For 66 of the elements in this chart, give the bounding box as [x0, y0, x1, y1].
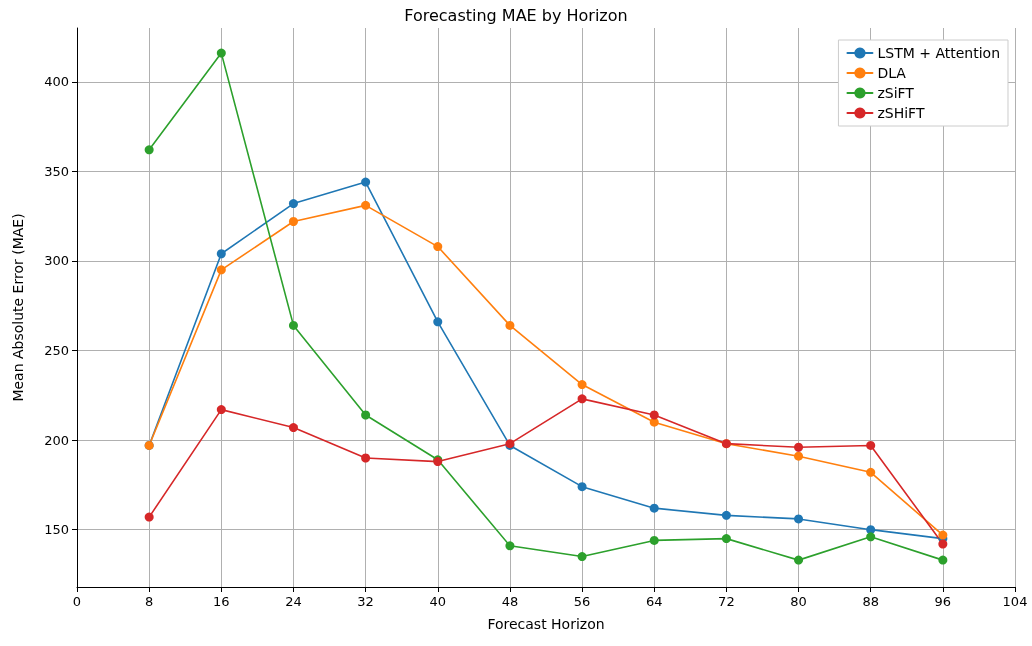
point [361, 410, 371, 420]
point [866, 532, 876, 542]
point [866, 525, 876, 535]
point [288, 217, 298, 226]
legend-label: zSiFT [877, 85, 915, 101]
point [144, 512, 154, 522]
x-tick-label: 88 [862, 594, 879, 609]
point [577, 394, 587, 404]
x-tick-label: 0 [72, 594, 82, 609]
x-tick-label: 16 [213, 594, 230, 609]
legend-label: DLA [877, 65, 907, 81]
x-tick-label: 104 [1002, 594, 1028, 609]
point [866, 467, 876, 477]
y-axis-title: Mean Absolute Error (MAE) [10, 213, 26, 402]
point [938, 539, 948, 549]
point [794, 451, 804, 461]
legend-label: LSTM + Attention [877, 45, 1000, 61]
point [866, 440, 876, 450]
x-tick-label: 8 [145, 594, 154, 609]
point [577, 380, 587, 390]
x-tick-label: 80 [790, 594, 807, 609]
point [433, 242, 443, 252]
x-tick-label: 48 [501, 594, 519, 609]
point [288, 423, 298, 433]
y-tick-label: 150 [44, 522, 69, 538]
y-tick-label: 250 [44, 343, 69, 358]
x-tick-label: 24 [285, 594, 302, 609]
x-tick-label: 64 [645, 594, 663, 609]
point [794, 555, 804, 565]
point [649, 535, 659, 545]
point [288, 320, 298, 330]
point [216, 249, 226, 259]
point [721, 534, 731, 544]
chart-title: Forecasting MAE by Horizon [404, 5, 628, 25]
legend-label: zSHiFT [877, 105, 925, 121]
point [577, 482, 587, 492]
point [216, 405, 226, 415]
point [216, 48, 226, 58]
point [577, 552, 587, 562]
point [505, 320, 515, 330]
point [288, 199, 298, 209]
point [144, 145, 154, 155]
point [649, 410, 659, 420]
point [938, 555, 948, 565]
x-tick-label: 72 [718, 594, 735, 609]
y-tick-label: 400 [44, 74, 69, 90]
point [505, 541, 515, 551]
point [361, 200, 371, 210]
y-tick-label: 300 [44, 253, 69, 269]
x-tick-label: 40 [429, 594, 447, 609]
point [938, 530, 948, 540]
point [721, 510, 731, 520]
point [649, 503, 659, 513]
point [433, 317, 443, 327]
point [361, 177, 371, 187]
x-tick-label: 32 [357, 594, 374, 609]
point [794, 442, 804, 452]
y-tick-label: 200 [44, 432, 69, 448]
y-tick-label: 350 [44, 163, 69, 179]
point [649, 417, 659, 427]
x-tick-label: 96 [934, 594, 952, 609]
x-tick-label: 56 [573, 594, 591, 609]
point [794, 514, 804, 524]
point [361, 453, 371, 463]
x-axis-title: Forecast Horizon [487, 616, 605, 632]
point [216, 265, 226, 275]
